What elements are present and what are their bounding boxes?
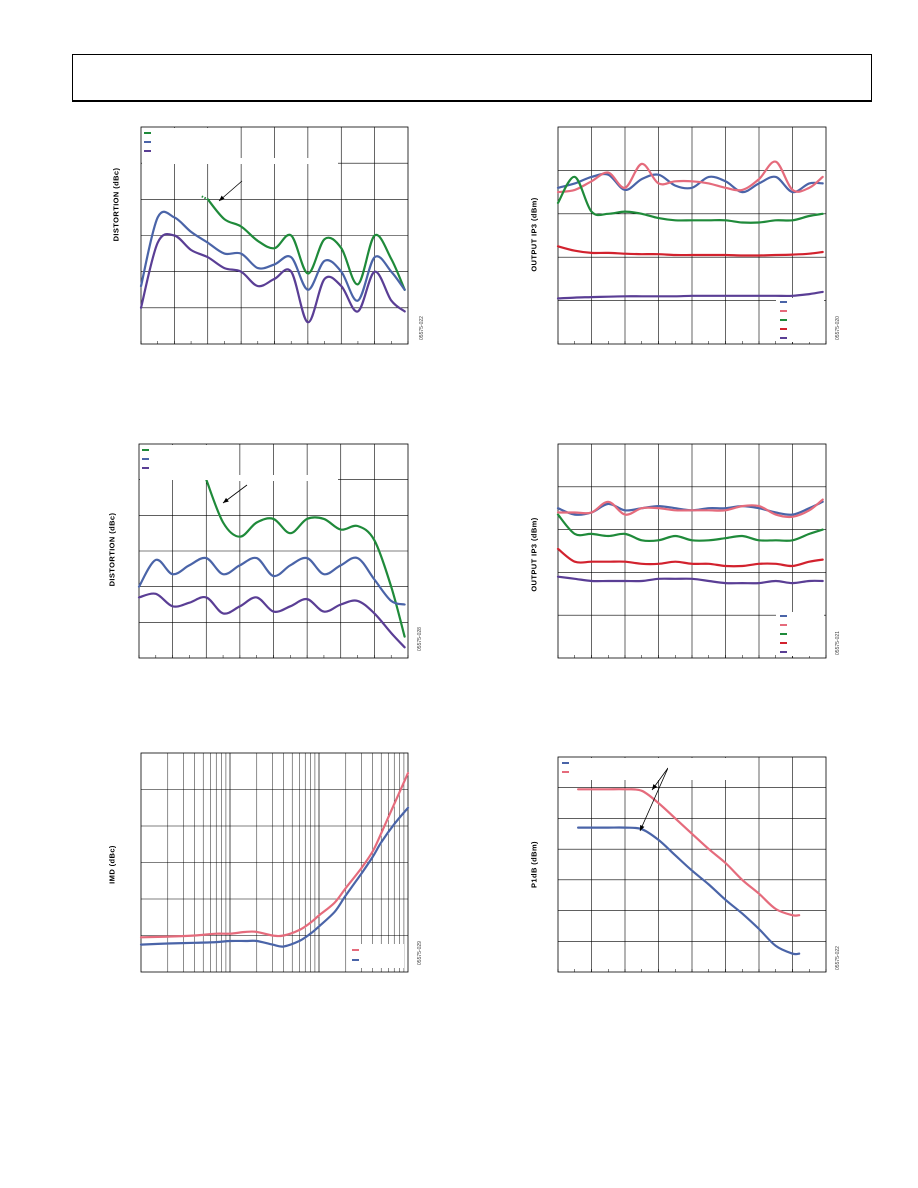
series-line-green — [206, 198, 406, 291]
callout-arrow-head — [223, 497, 229, 503]
grid-lines — [140, 127, 409, 344]
callout-arrow-head — [219, 195, 225, 201]
callout-background — [238, 475, 338, 481]
grid-lines — [557, 757, 827, 972]
series-line-purple — [137, 592, 406, 649]
legend-background — [142, 128, 233, 164]
series-line-red — [556, 245, 824, 257]
series-line-pink — [139, 772, 410, 939]
legend-background — [559, 758, 659, 780]
series-line-pink — [556, 160, 824, 194]
callout-arrow-head — [652, 784, 658, 790]
series-line-blue — [139, 806, 410, 948]
series-line-pink — [577, 788, 801, 917]
figure-id: 05575-022 — [835, 946, 841, 970]
series-lines — [556, 160, 824, 300]
series-lines — [139, 198, 406, 324]
series-lines — [139, 772, 410, 948]
series-line-blue — [577, 826, 801, 956]
series-line-blue — [139, 210, 406, 302]
callout-background — [232, 158, 338, 164]
callout-background — [668, 758, 728, 780]
series-line-red — [556, 547, 824, 568]
legend-background — [348, 944, 404, 968]
series-line-blue — [137, 556, 406, 606]
series-line-pink — [556, 498, 824, 519]
page-header-box — [72, 54, 872, 102]
series-line-purple — [556, 575, 824, 585]
series-line-purple — [139, 232, 406, 324]
series-line-green — [556, 513, 824, 543]
series-line-green — [205, 478, 406, 638]
legend-background — [140, 445, 239, 480]
callout-arrow-line — [639, 767, 669, 832]
series-lines — [556, 498, 824, 585]
series-line-green-dotted — [201, 195, 209, 201]
series-line-purple — [556, 290, 824, 300]
grid-lines — [557, 444, 827, 658]
callout-arrow-head — [640, 825, 645, 831]
series-lines — [137, 478, 406, 649]
series-line-green — [556, 175, 824, 224]
series-lines — [577, 788, 801, 956]
